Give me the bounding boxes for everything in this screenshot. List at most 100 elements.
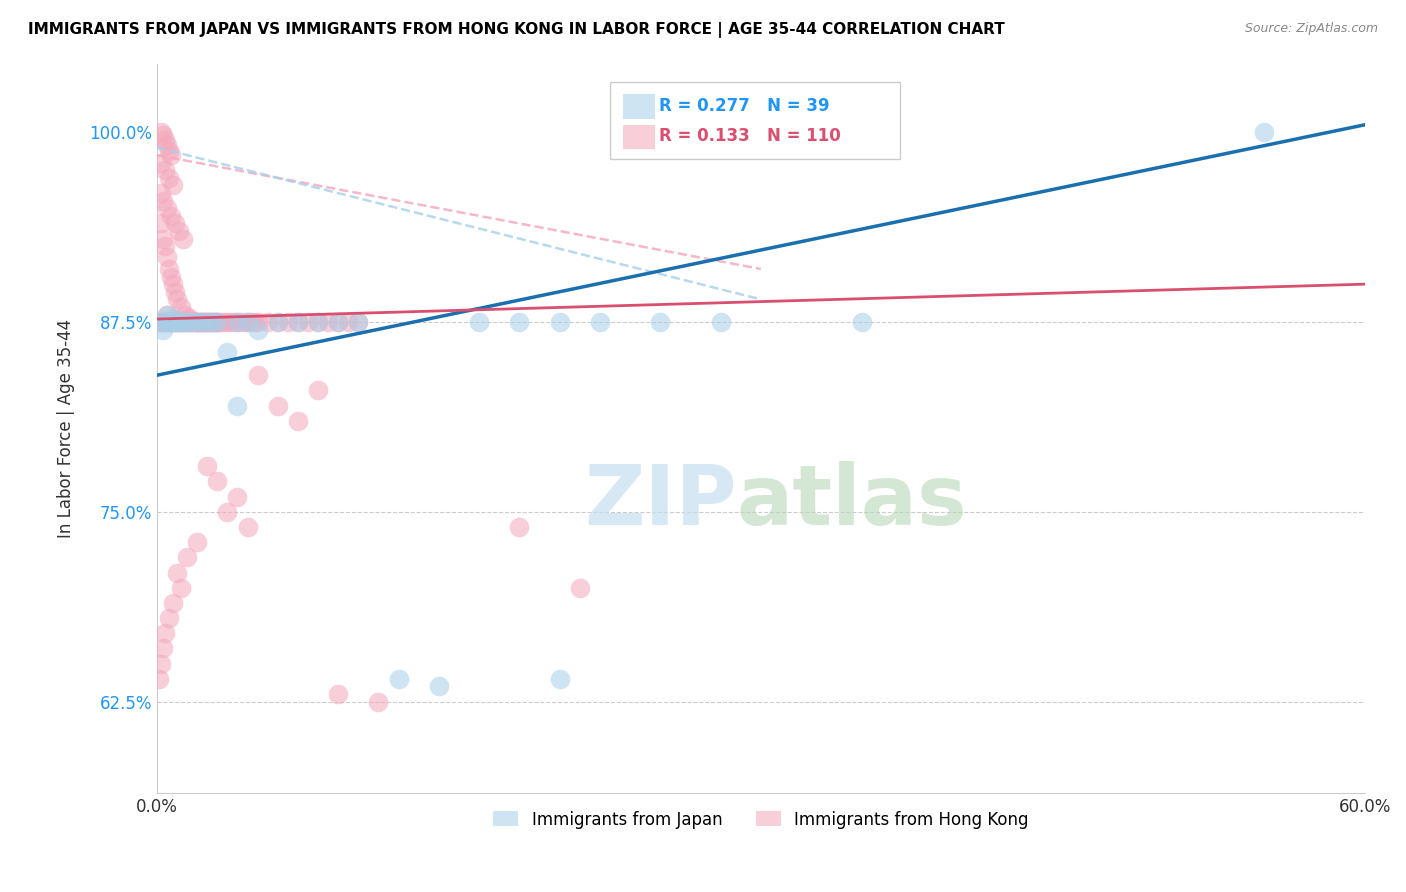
Point — [198, 315, 221, 329]
Point — [468, 315, 491, 329]
Point — [160, 269, 183, 284]
Point — [277, 315, 299, 329]
Point — [149, 155, 172, 169]
Point — [589, 315, 612, 329]
Point — [152, 128, 174, 143]
Point — [307, 384, 329, 398]
Point — [218, 315, 240, 329]
Point — [172, 232, 194, 246]
Point — [256, 315, 278, 329]
Point — [165, 216, 187, 230]
Text: R = 0.277   N = 39: R = 0.277 N = 39 — [659, 96, 830, 114]
Point — [226, 315, 249, 329]
Point — [153, 163, 176, 178]
Point — [190, 315, 212, 329]
Point — [179, 315, 201, 329]
Point — [153, 315, 176, 329]
Point — [176, 550, 198, 565]
Point — [568, 581, 591, 595]
Text: IMMIGRANTS FROM JAPAN VS IMMIGRANTS FROM HONG KONG IN LABOR FORCE | AGE 35-44 CO: IMMIGRANTS FROM JAPAN VS IMMIGRANTS FROM… — [28, 22, 1005, 38]
Point — [548, 315, 571, 329]
Point — [204, 315, 226, 329]
Point — [160, 315, 183, 329]
Point — [217, 345, 239, 359]
Point — [149, 315, 172, 329]
Point — [153, 315, 176, 329]
Point — [337, 315, 360, 329]
Point — [186, 315, 208, 329]
Text: atlas: atlas — [737, 460, 967, 541]
Point — [238, 315, 260, 329]
Point — [207, 315, 229, 329]
Point — [156, 308, 179, 322]
Point — [195, 459, 218, 474]
Point — [287, 414, 309, 428]
Point — [222, 315, 245, 329]
Y-axis label: In Labor Force | Age 35-44: In Labor Force | Age 35-44 — [58, 318, 75, 538]
Point — [157, 315, 180, 329]
Point — [184, 315, 207, 329]
Point — [207, 315, 229, 329]
Point — [170, 315, 193, 329]
Point — [165, 285, 187, 299]
Point — [347, 315, 370, 329]
Point — [246, 315, 269, 329]
Point — [153, 133, 176, 147]
Point — [162, 310, 184, 325]
Point — [149, 657, 172, 671]
Point — [226, 399, 249, 413]
Legend: Immigrants from Japan, Immigrants from Hong Kong: Immigrants from Japan, Immigrants from H… — [486, 804, 1035, 835]
Point — [326, 687, 349, 701]
Point — [176, 315, 198, 329]
Point — [157, 144, 180, 158]
Point — [195, 315, 218, 329]
Point — [165, 315, 187, 329]
Point — [172, 315, 194, 329]
Point — [297, 315, 319, 329]
Point — [170, 315, 193, 329]
Point — [267, 315, 290, 329]
Point — [242, 315, 264, 329]
Point — [148, 672, 170, 686]
Point — [246, 323, 269, 337]
Point — [167, 224, 190, 238]
Point — [166, 566, 188, 580]
Point — [267, 315, 290, 329]
Point — [207, 475, 229, 489]
Point — [170, 300, 193, 314]
Point — [176, 315, 198, 329]
Point — [214, 315, 236, 329]
Point — [170, 581, 193, 595]
Point — [152, 232, 174, 246]
Point — [157, 611, 180, 625]
Point — [157, 170, 180, 185]
Point — [236, 520, 259, 534]
Point — [180, 315, 202, 329]
Point — [236, 315, 259, 329]
Point — [160, 315, 183, 329]
Point — [152, 641, 174, 656]
Point — [153, 239, 176, 253]
Point — [156, 137, 179, 152]
Text: Source: ZipAtlas.com: Source: ZipAtlas.com — [1244, 22, 1378, 36]
Point — [198, 315, 221, 329]
Point — [307, 315, 329, 329]
Point — [181, 313, 204, 327]
Point — [194, 315, 217, 329]
Point — [149, 125, 172, 139]
Point — [508, 520, 530, 534]
Point — [152, 315, 174, 329]
Point — [200, 315, 222, 329]
Point — [149, 216, 172, 230]
Point — [307, 315, 329, 329]
FancyBboxPatch shape — [623, 94, 655, 119]
Point — [156, 250, 179, 264]
Point — [202, 315, 225, 329]
Point — [650, 315, 672, 329]
Point — [209, 315, 232, 329]
FancyBboxPatch shape — [610, 82, 900, 159]
Point — [167, 315, 190, 329]
Point — [326, 315, 349, 329]
Point — [174, 315, 197, 329]
Point — [186, 315, 208, 329]
